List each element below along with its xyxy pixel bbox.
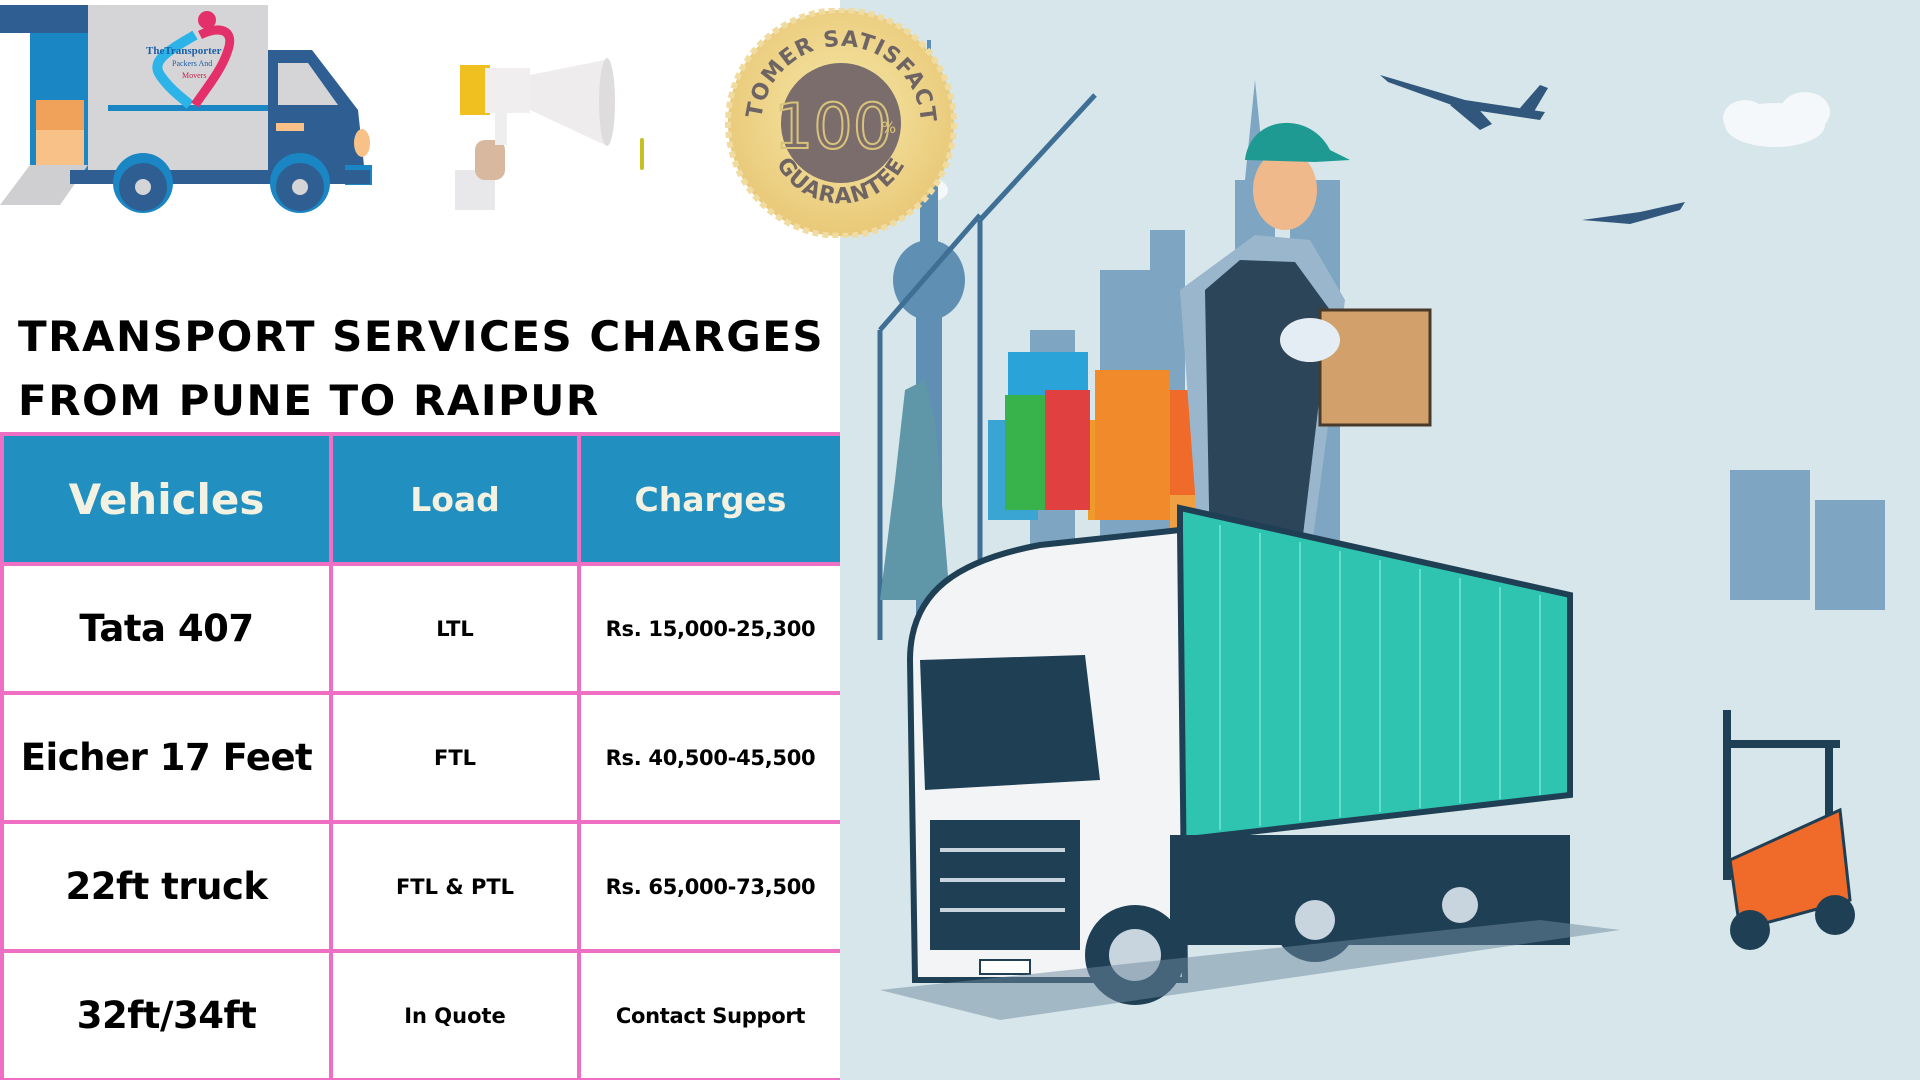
construction-crane xyxy=(877,93,1097,640)
cell-charges: Rs. 15,000-25,300 xyxy=(577,562,844,695)
cell-vehicle: Eicher 17 Feet xyxy=(0,691,333,824)
page-title: TRANSPORT SERVICES CHARGES FROM PUNE TO … xyxy=(18,305,838,433)
forklift xyxy=(1723,710,1855,950)
cell-load: FTL xyxy=(329,691,581,824)
logistics-illustration xyxy=(840,0,1920,1080)
table-row: 22ft truck FTL & PTL Rs. 65,000-73,500 xyxy=(0,820,844,953)
transport-charges-table: Vehicles Load Charges Tata 407 LTL Rs. 1… xyxy=(0,432,844,1080)
badge-center-value: 100 xyxy=(774,90,892,163)
cell-charges: Contact Support xyxy=(577,949,844,1080)
table-row: 32ft/34ft In Quote Contact Support xyxy=(0,949,844,1080)
cell-vehicle: 32ft/34ft xyxy=(0,949,333,1080)
cell-load: FTL & PTL xyxy=(329,820,581,953)
statue-of-liberty xyxy=(880,380,950,600)
logo-brand-line1: TheTransporter xyxy=(146,45,222,57)
table-row: Eicher 17 Feet FTL Rs. 40,500-45,500 xyxy=(0,691,844,824)
title-line-2: FROM PUNE TO RAIPUR xyxy=(18,376,600,425)
left-panel: TheTransporter Packers And Movers CUSTOM… xyxy=(0,0,957,1080)
title-line-1: TRANSPORT SERVICES CHARGES xyxy=(18,312,825,361)
megaphone-image xyxy=(455,58,644,210)
logo-brand-line2: Packers And xyxy=(172,59,212,68)
cell-charges: Rs. 65,000-73,500 xyxy=(577,820,844,953)
delivery-worker xyxy=(1180,122,1432,560)
header-vehicles: Vehicles xyxy=(0,432,333,566)
badge-center-unit: % xyxy=(881,118,896,137)
header-load: Load xyxy=(329,432,581,566)
header-charges: Charges xyxy=(577,432,844,566)
logo-brand-line3: Movers xyxy=(182,71,206,80)
cell-load: In Quote xyxy=(329,949,581,1080)
cell-vehicle: Tata 407 xyxy=(0,562,333,695)
cargo-truck xyxy=(880,504,1620,1020)
moving-truck-logo-image: TheTransporter Packers And Movers xyxy=(0,5,372,213)
shipping-containers xyxy=(988,352,1215,535)
cell-vehicle: 22ft truck xyxy=(0,820,333,953)
table-header-row: Vehicles Load Charges xyxy=(0,432,844,566)
cloud-icon xyxy=(892,92,1830,204)
city-truck-scene xyxy=(877,40,1885,1020)
cell-load: LTL xyxy=(329,562,581,695)
table-row: Tata 407 LTL Rs. 15,000-25,300 xyxy=(0,562,844,695)
airplane-icon xyxy=(1380,75,1685,224)
cell-charges: Rs. 40,500-45,500 xyxy=(577,691,844,824)
satisfaction-guarantee-badge: CUSTOMER SATISFACTION 100 % GUARANTEE xyxy=(723,8,957,238)
